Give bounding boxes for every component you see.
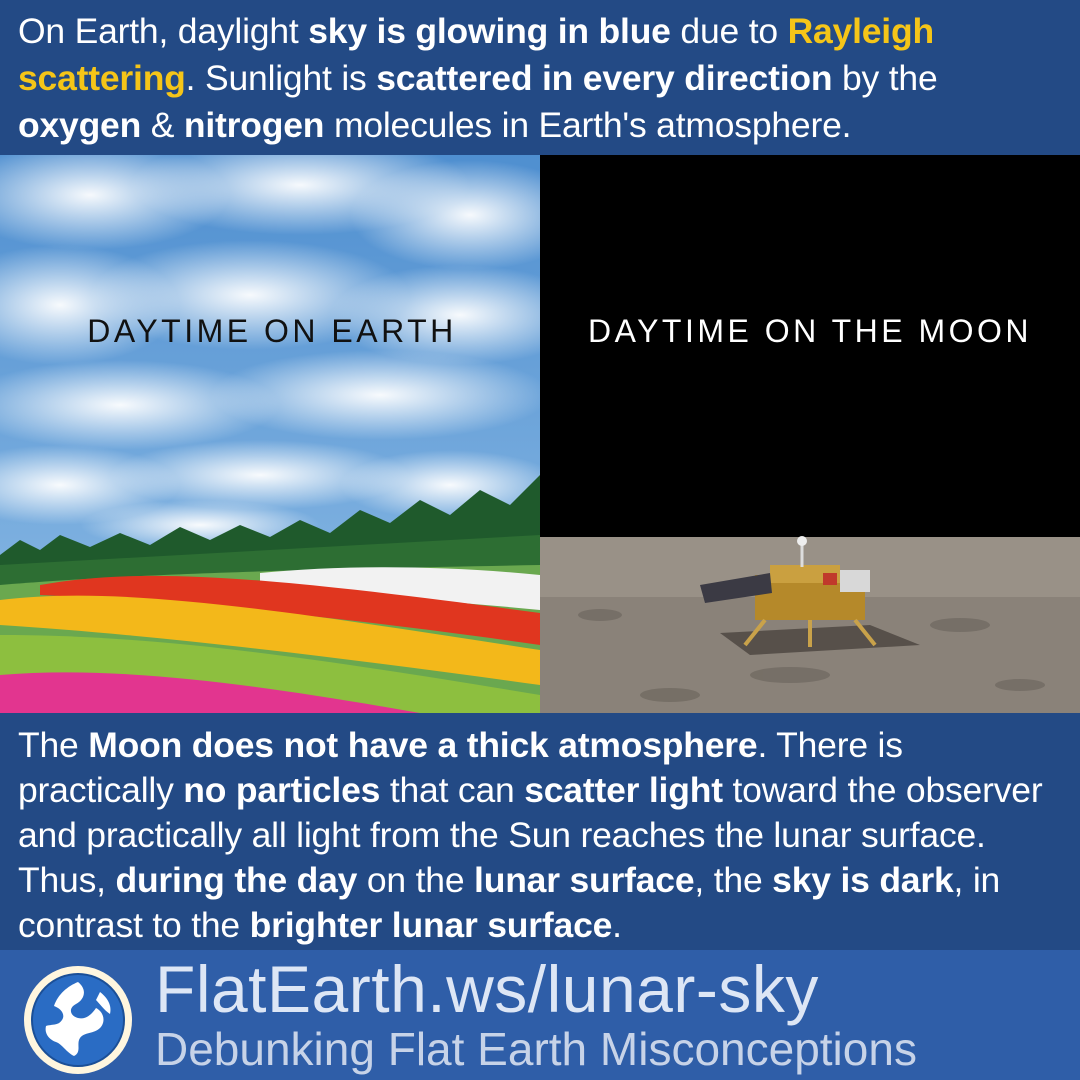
site-url[interactable]: FlatEarth.ws/lunar-sky	[155, 952, 819, 1026]
lander	[700, 536, 877, 647]
moon-surface-image	[540, 155, 1080, 713]
earth-label: DAYTIME ON EARTH	[87, 313, 457, 349]
emphasis: brighter lunar surface	[249, 905, 613, 945]
explanation-text: The Moon does not have a thick atmospher…	[18, 725, 1043, 945]
emphasis: no particles	[183, 770, 381, 810]
globe-logo-icon	[24, 966, 132, 1074]
highlight-term: Rayleigh scattering	[18, 11, 934, 98]
emphasis: sky is glowing in blue	[308, 11, 671, 51]
moon-photo: DAYTIME ON THE MOON	[540, 155, 1080, 713]
comparison-photos: DAYTIME ON EARTH	[0, 155, 1080, 713]
emphasis: nitrogen	[183, 105, 325, 145]
explanation-panel: The Moon does not have a thick atmospher…	[0, 713, 1080, 950]
emphasis: sky is dark	[772, 860, 954, 900]
earth-landscape-image	[0, 155, 540, 713]
footer: FlatEarth.ws/lunar-sky Debunking Flat Ea…	[0, 950, 1080, 1080]
emphasis: scatter light	[524, 770, 723, 810]
intro-panel: On Earth, daylight sky is glowing in blu…	[0, 0, 1080, 155]
moon-label: DAYTIME ON THE MOON	[588, 313, 1032, 349]
earth-photo: DAYTIME ON EARTH	[0, 155, 540, 713]
emphasis: oxygen	[18, 105, 142, 145]
site-tagline: Debunking Flat Earth Misconceptions	[155, 1023, 917, 1075]
emphasis: Moon does not have a thick atmosphere	[88, 725, 758, 765]
intro-text: On Earth, daylight sky is glowing in blu…	[18, 11, 938, 145]
emphasis: scattered in every direction	[376, 58, 833, 98]
emphasis: lunar surface	[474, 860, 695, 900]
emphasis: during the day	[115, 860, 358, 900]
